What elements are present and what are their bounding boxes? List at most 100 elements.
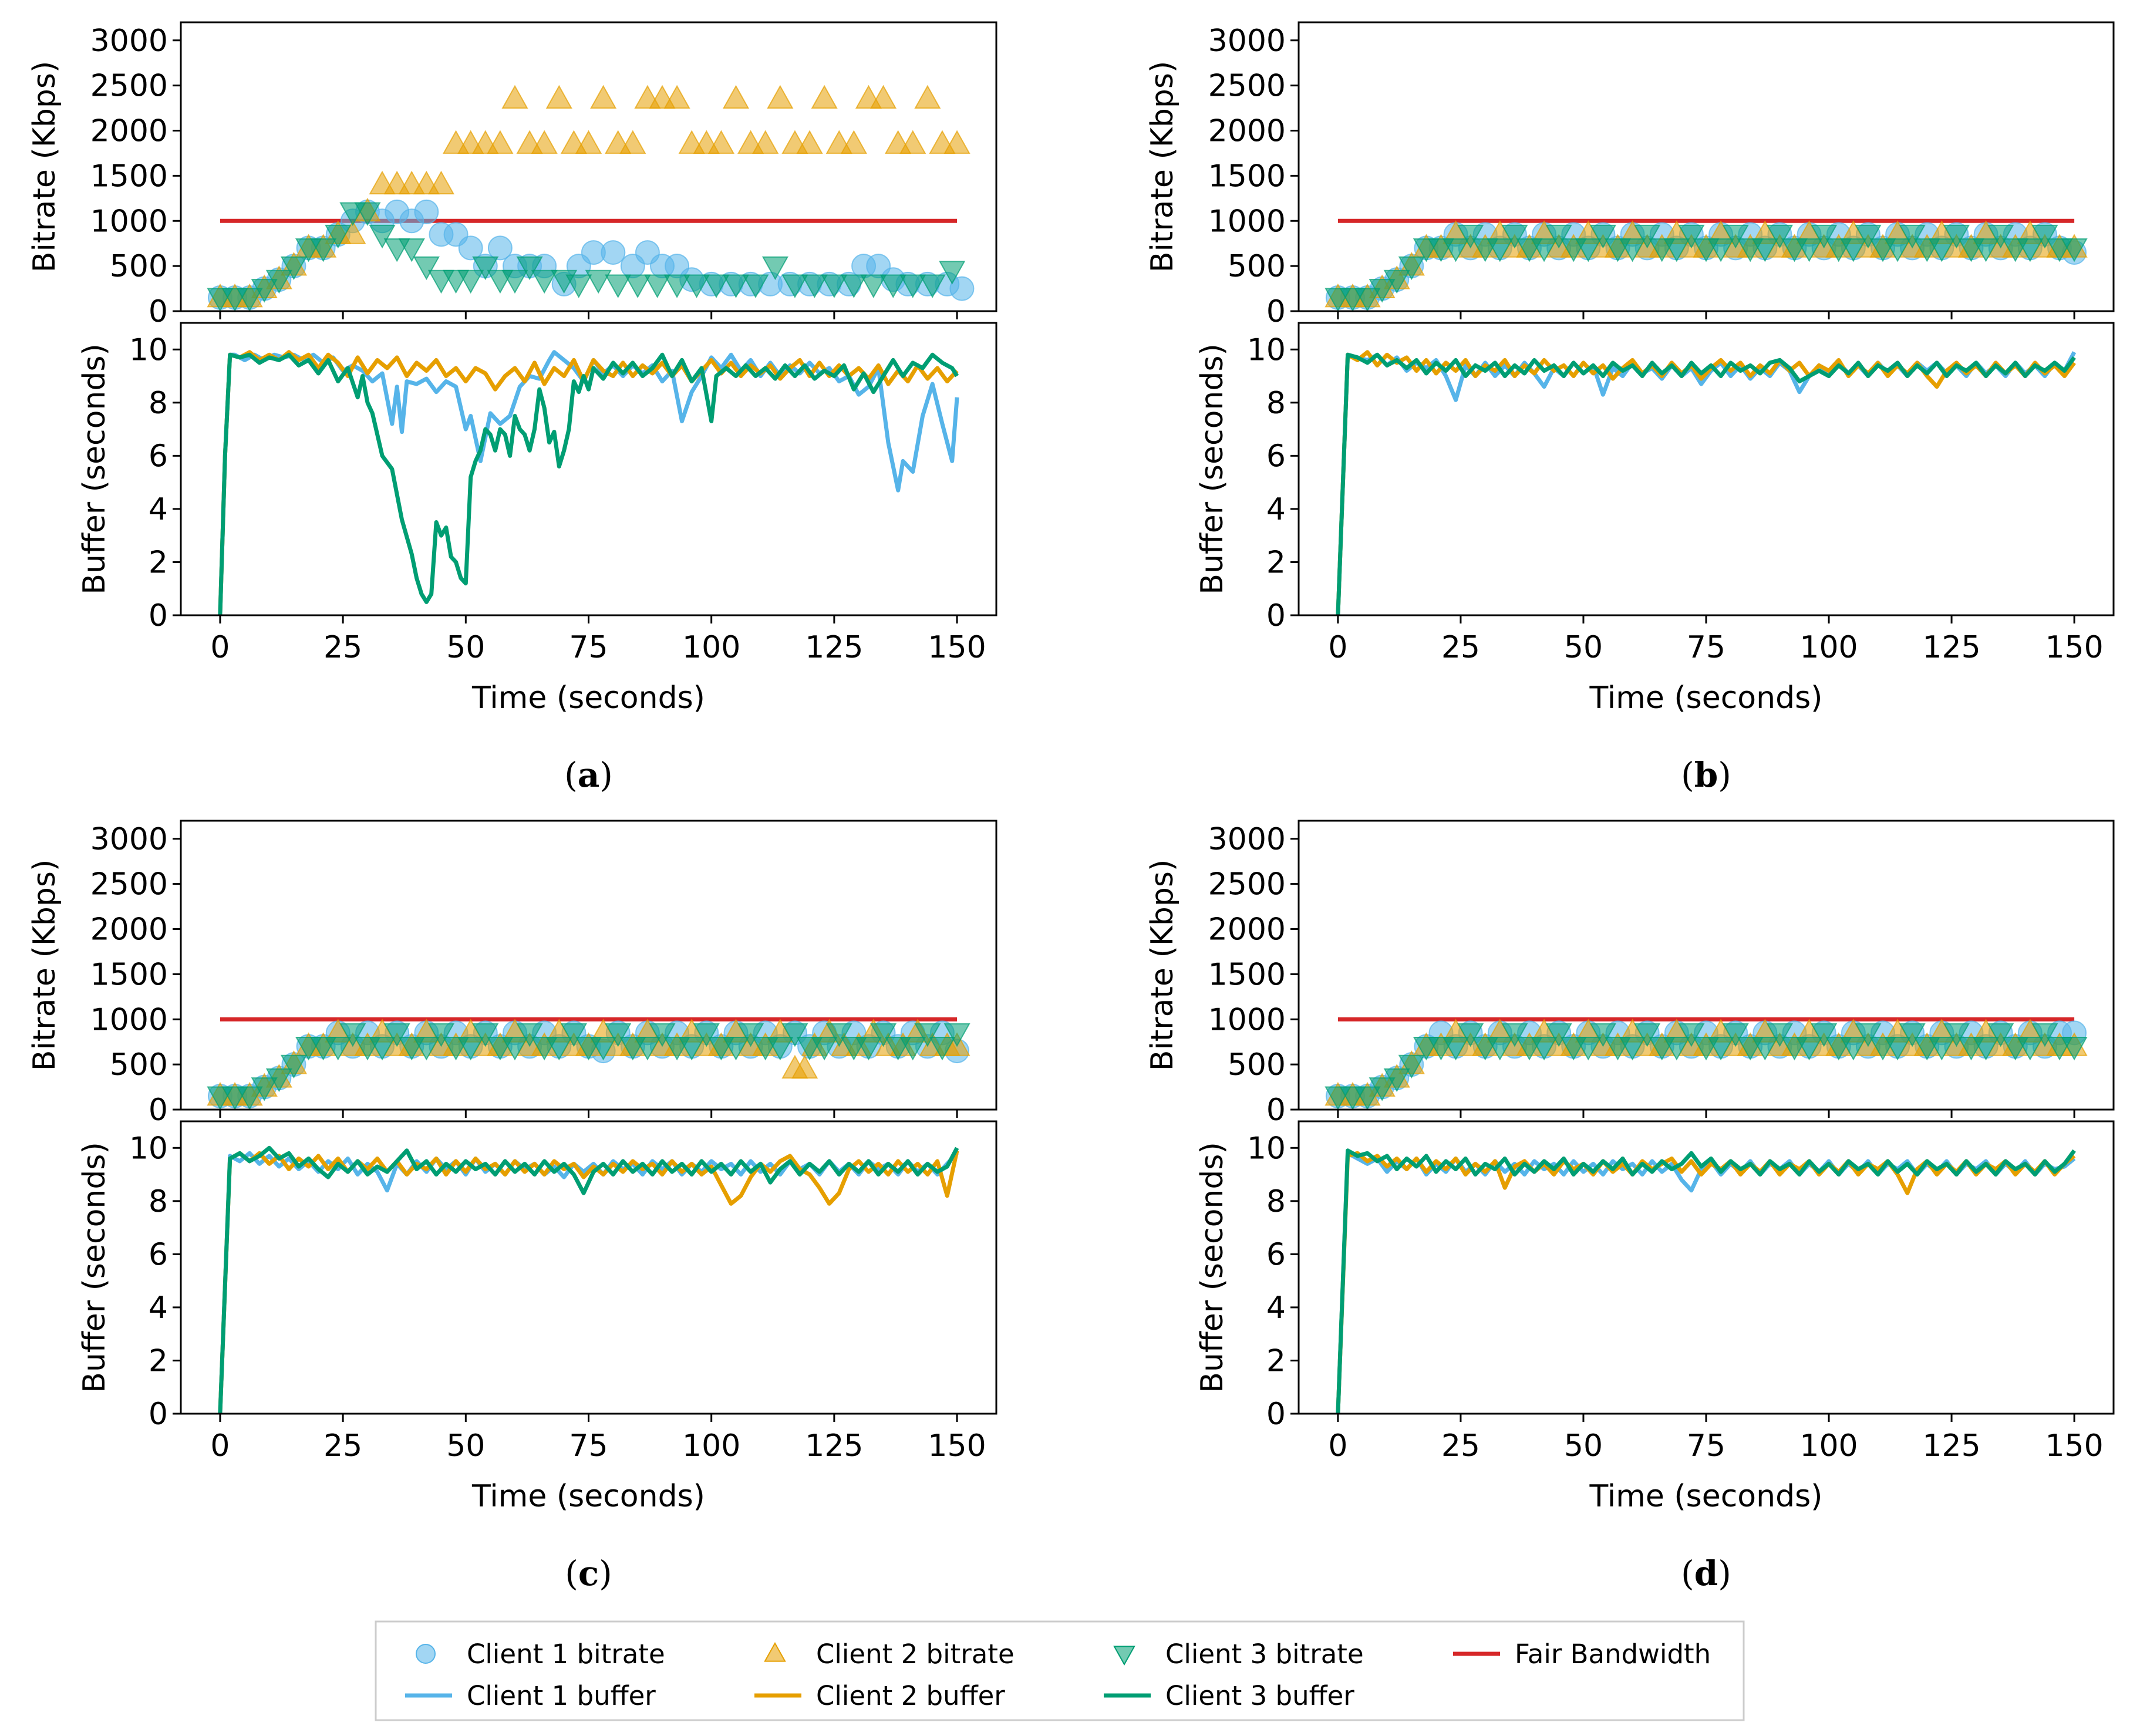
client2-buffer-line <box>218 1150 959 1414</box>
bitrate-ytick-label: 1000 <box>90 204 168 239</box>
buffer-xtick-label: 50 <box>1564 630 1603 665</box>
client3-bitrate-point <box>1501 224 1528 249</box>
buffer-ytick-label: 6 <box>149 439 168 474</box>
buffer-xtick-label: 125 <box>805 630 863 665</box>
client3-bitrate-point <box>605 1023 632 1047</box>
client3-bitrate-point <box>855 1036 882 1061</box>
buffer-xlabel: Time (seconds) <box>471 1479 705 1514</box>
bitrate-ytick-label: 2500 <box>90 69 168 104</box>
buffer-ytick-label: 10 <box>1247 1131 1286 1166</box>
client3-bitrate-point <box>1487 238 1514 262</box>
client3-bitrate-point <box>1545 224 1572 249</box>
bitrate-ytick-label: 2000 <box>90 114 168 149</box>
buffer-ylabel: Buffer (seconds) <box>1195 343 1230 594</box>
legend-client1-bitrate: Client 1 bitrate <box>467 1639 665 1670</box>
client2-bitrate-point <box>707 130 735 154</box>
client3-bitrate-point <box>354 202 381 226</box>
client3-bitrate-point <box>781 274 808 298</box>
client3-bitrate-point <box>1398 1054 1425 1079</box>
buffer-xtick-label: 150 <box>2045 1428 2103 1464</box>
buffer-xtick-label: 25 <box>1441 1428 1480 1464</box>
buffer-xtick-label: 0 <box>210 630 230 665</box>
legend-client2-buffer: Client 2 buffer <box>816 1680 1005 1711</box>
client3-bitrate-point <box>1766 1023 1794 1047</box>
client3-bitrate-point <box>1751 1036 1778 1061</box>
legend-client1-buffer: Client 1 buffer <box>467 1680 656 1711</box>
bitrate-ytick-label: 0 <box>149 1093 168 1128</box>
client3-bitrate-point <box>516 256 543 281</box>
legend-client2-marker <box>764 1641 786 1662</box>
panel-caption: (c) <box>565 1553 612 1593</box>
client3-bitrate-point <box>781 1023 808 1047</box>
client3-bitrate-point <box>251 279 278 303</box>
client3-bitrate-point <box>767 1036 794 1061</box>
buffer-xlabel: Time (seconds) <box>471 680 705 716</box>
buffer-xtick-label: 0 <box>1328 630 1347 665</box>
client3-bitrate-point <box>1855 224 1882 249</box>
buffer-ylabel: Buffer (seconds) <box>77 343 112 594</box>
buffer-ytick-label: 0 <box>1266 1397 1286 1432</box>
buffer-ytick-label: 8 <box>149 1184 168 1219</box>
client3-bitrate-point <box>2017 238 2044 262</box>
client3-bitrate-point <box>383 1023 410 1047</box>
legend-client3-buffer: Client 3 buffer <box>1165 1680 1354 1711</box>
client1-bitrate-point <box>414 199 439 224</box>
client2-bitrate-point <box>589 85 617 109</box>
legend-client1-marker <box>416 1644 436 1664</box>
buffer-ytick-label: 8 <box>1266 1184 1286 1219</box>
client3-bitrate-point <box>1383 269 1410 294</box>
client3-bitrate-point <box>339 1023 366 1047</box>
bitrate-ytick-label: 2500 <box>1208 867 1286 902</box>
client3-bitrate-point <box>1722 1023 1749 1047</box>
buffer-ytick-label: 4 <box>1266 492 1286 527</box>
buffer-xtick-label: 100 <box>1799 630 1858 665</box>
buffer-xtick-label: 150 <box>928 1428 986 1464</box>
client3-bitrate-point <box>634 1036 661 1061</box>
client2-bitrate-point <box>501 85 528 109</box>
client2-bitrate-point <box>619 130 646 154</box>
bitrate-plot: 0 500 1000 1500 2000 2500 3000 Bitrate (Kbps) <box>1145 820 2115 1128</box>
client3-bitrate-point <box>280 1054 308 1079</box>
client3-bitrate-point <box>1619 1036 1646 1061</box>
client2-buffer-line <box>1336 350 2076 616</box>
bitrate-ytick-label: 1000 <box>1208 204 1286 239</box>
client2-bitrate-point <box>575 130 602 154</box>
client3-bitrate-point <box>1811 224 1838 249</box>
client3-bitrate-point <box>2031 224 2058 249</box>
bitrate-ytick-label: 3000 <box>1208 23 1286 59</box>
client3-bitrate-point <box>1442 1036 1470 1061</box>
buffer-ytick-label: 0 <box>1266 598 1286 633</box>
buffer-ytick-label: 0 <box>149 1397 168 1432</box>
client3-bitrate-point <box>943 1023 970 1047</box>
client3-bitrate-point <box>879 274 906 298</box>
client3-buffer-line <box>1336 352 2076 616</box>
client2-bitrate-point <box>722 85 750 109</box>
legend-frame <box>375 1620 1745 1721</box>
client3-bitrate-point <box>899 274 926 298</box>
buffer-ytick-label: 8 <box>1266 386 1286 421</box>
buffer-ytick-label: 2 <box>1266 1343 1286 1378</box>
client3-bitrate-point <box>2031 1023 2058 1047</box>
client3-bitrate-point <box>1972 1036 2000 1061</box>
client2-buffer-line <box>1336 1151 2076 1414</box>
bitrate-ytick-label: 0 <box>1266 294 1286 329</box>
bitrate-ytick-label: 1500 <box>90 957 168 992</box>
client2-bitrate-point <box>899 130 926 154</box>
client3-bitrate-point <box>1722 224 1749 249</box>
client3-bitrate-point <box>1487 1036 1514 1061</box>
client3-bitrate-point <box>1619 238 1646 262</box>
client3-bitrate-point <box>1663 238 1690 262</box>
buffer-xtick-label: 75 <box>1687 1428 1725 1464</box>
client2-bitrate-point <box>427 170 455 195</box>
bitrate-ylabel: Bitrate (Kbps) <box>27 859 62 1071</box>
bitrate-ylabel: Bitrate (Kbps) <box>1145 859 1180 1071</box>
client3-bitrate-point <box>1987 1023 2014 1047</box>
client3-bitrate-point <box>722 274 750 298</box>
client3-bitrate-point <box>1575 238 1602 262</box>
buffer-xtick-label: 50 <box>1564 1428 1603 1464</box>
